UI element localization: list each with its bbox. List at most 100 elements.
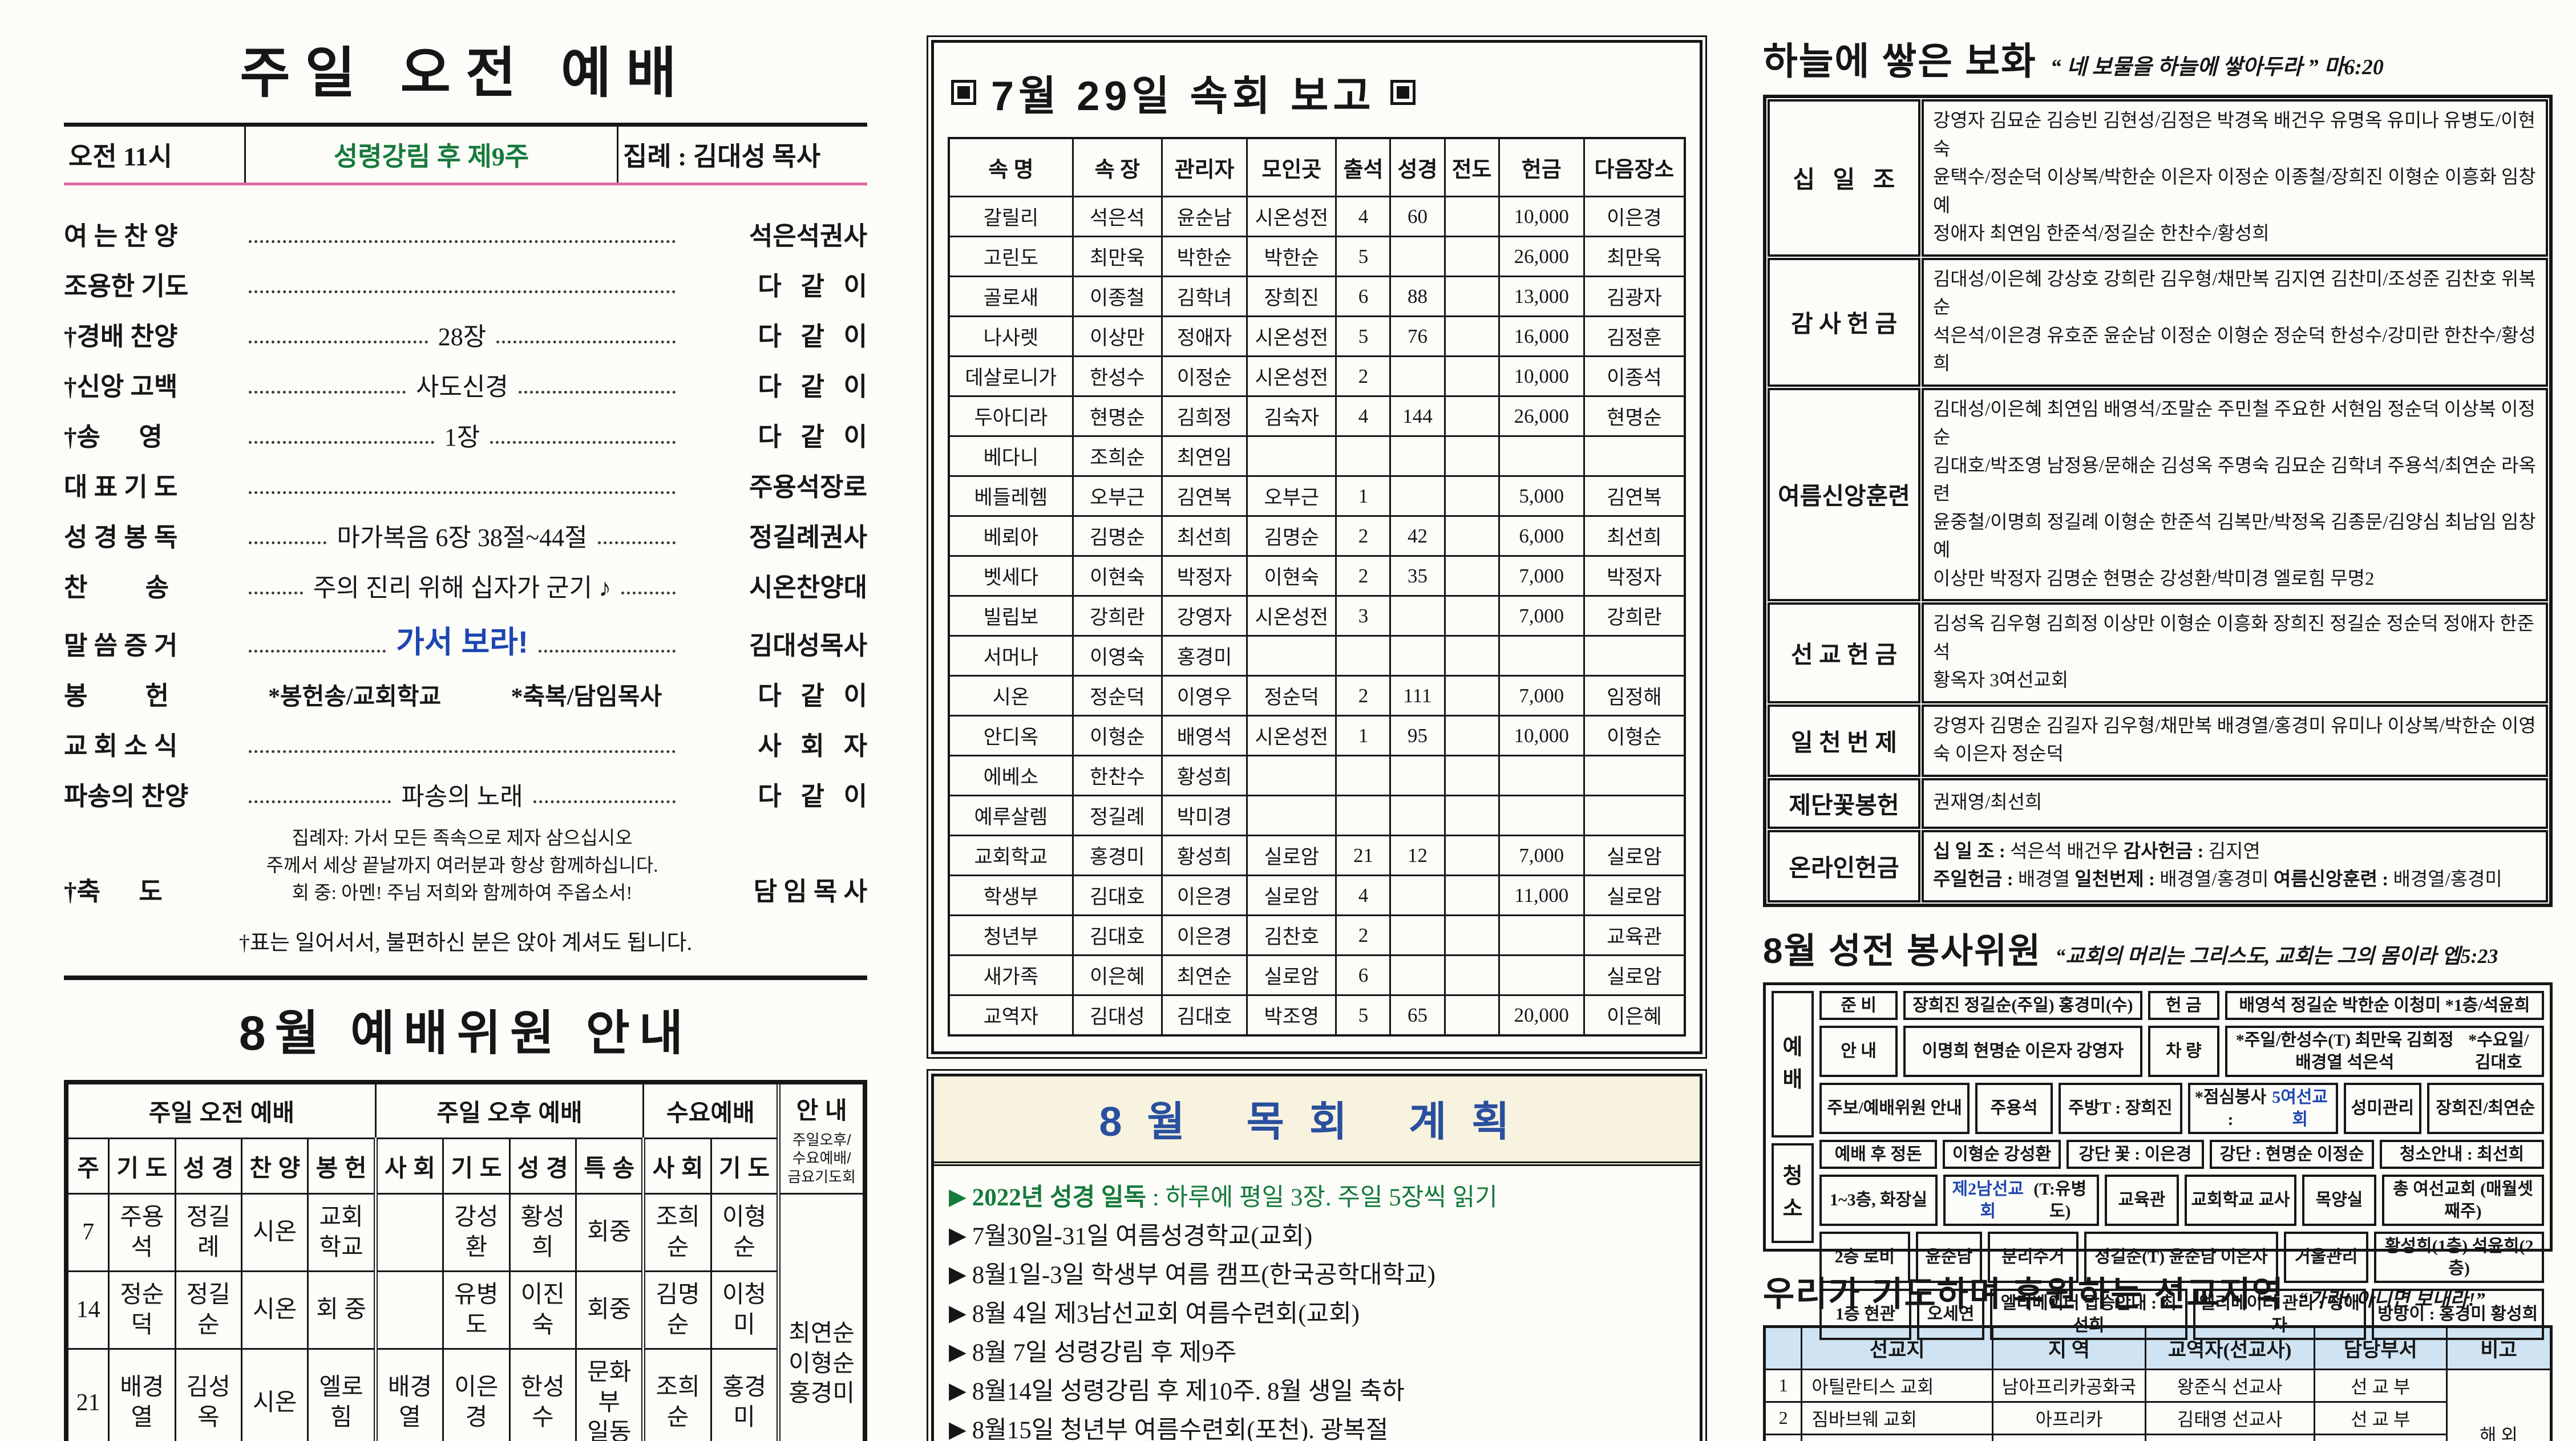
table-cell: 42 <box>1389 515 1446 557</box>
table-cell: 이진숙 <box>508 1270 577 1350</box>
table-cell <box>1443 435 1500 477</box>
table-cell <box>1443 954 1500 996</box>
table-cell: 교역자 <box>948 994 1074 1037</box>
table-cell: 조희순 <box>641 1193 712 1273</box>
table-cell <box>1389 595 1446 637</box>
table-row: 빌립보 강희란 강영자 시온성전 3 7,000 강희란 <box>948 595 1686 637</box>
table-cell: 5 <box>1335 994 1392 1037</box>
column-header: 특 송 <box>575 1138 645 1195</box>
table-cell: 김학녀 <box>1160 276 1248 317</box>
table-cell <box>1498 635 1585 677</box>
order-item-label: 찬 송 <box>64 573 169 602</box>
table-cell: 1 <box>1335 715 1392 756</box>
table-cell: 4 <box>1335 196 1392 237</box>
plan-item-text: 8월14일 성령강림 후 제10주. 8월 생일 축하 <box>972 1378 1405 1406</box>
table-cell <box>1389 435 1446 477</box>
table-cell: 엘로힘 <box>307 1348 377 1441</box>
table-cell: 최만욱 <box>1071 236 1163 277</box>
table-cell: 갈릴리 <box>948 196 1074 237</box>
service-cell: 총 여선교회 (매월셋째주) <box>2382 1174 2544 1226</box>
column-header: 교역자(선교사) <box>2144 1325 2315 1370</box>
dotted-leader <box>249 290 676 293</box>
order-item-detail: 집례자: 가서 모든 족속으로 제자 삼으십시오 주께서 세상 끝날까지 여러분과… <box>245 825 679 908</box>
column-header: 전도 <box>1443 137 1500 197</box>
table-cell: 4 <box>1335 395 1392 437</box>
order-item: †신앙 고백 사도신경 다 같 이 <box>64 366 867 403</box>
table-cell: 박한순 <box>1246 236 1337 277</box>
table-cell: 10,000 <box>1498 715 1585 756</box>
plan-item-text: 7월30일-31일 여름성경학교(교회) <box>972 1223 1313 1250</box>
cell-line: 김대성/이은혜 강상호 강희란 김우형/채만복 김지연 김찬미/조성준 김찬호 … <box>1933 269 2536 318</box>
service-row: 2층 로비 윤순남 분리수거 정길순(T) 윤순남 이은자 거울관리 황성희(1층) 석윤… <box>1819 1231 2544 1283</box>
cell-line: 강영자 김명순 김길자 김우형/채만복 배경열/홍경미 유미나 이상복/박한순 … <box>1933 715 2536 765</box>
table-cell <box>1583 635 1686 677</box>
cell-line: 십 일 조 : 석은석 배건우 감사헌금 : 김지연 <box>1933 838 2537 867</box>
cell-line: 정애자 최연임 한준석/정길순 한찬수/황성희 <box>1933 224 2270 244</box>
column-header: 출석 <box>1335 137 1392 197</box>
order-item: 찬 송 주의 진리 위해 십자가 군기 ♪ 시온찬양대 <box>64 566 867 604</box>
table-cell: 시온성전 <box>1246 315 1337 357</box>
order-item: 대 표 기 도 주용석장로 <box>64 466 867 503</box>
order-item: 여 는 찬 양 석은석권사 <box>64 215 867 252</box>
order-item: 성 경 봉 독 마가복음 6장 38절~44절 정길례권사 <box>64 516 867 553</box>
table-cell: 정순덕 <box>1246 675 1337 717</box>
order-item-person: 석은석권사 <box>749 222 867 250</box>
table-cell: 박정자 <box>1583 555 1686 597</box>
table-cell: 홍경미 <box>710 1348 780 1441</box>
table-cell: 이은경 <box>442 1348 511 1441</box>
table-cell: 최선희 <box>1160 515 1248 557</box>
announce-header-label: 안 내 <box>796 1096 847 1124</box>
service-cell: 성미관리 <box>2343 1082 2421 1134</box>
table-cell <box>1583 755 1686 796</box>
table-cell: 짐바브웨 교회 <box>1801 1400 1994 1435</box>
table-row: 데살로니가 한성수 이정순 시온성전 2 10,000 이종석 <box>948 355 1686 397</box>
committee-title: 8월 예배위원 안내 <box>238 1006 693 1060</box>
order-item-detail: 사도신경 <box>416 373 508 401</box>
table-cell: 7,000 <box>1498 555 1585 597</box>
offering-label: 여름신앙훈련 <box>1768 387 1920 601</box>
cell-line: 김대성/이은혜 최연임 배영석/조말순 주민철 주요한 서현임 정순덕 이상복 … <box>1933 399 2535 448</box>
service-row: 안 내 이명희 현명순 이은자 강영자 차 량 *주일/한성수(T) 최만욱 김희정 … <box>1819 1025 2544 1077</box>
order-item-person: 다 같 이 <box>758 423 868 451</box>
table-cell: 정길례 <box>1071 795 1163 836</box>
text-segment: 일천번제 : <box>2074 869 2160 890</box>
treasure-heading: 하늘에 쌓은 보화 “ 네 보물을 하늘에 쌓아두라 ” 마6:20 <box>1763 31 2553 86</box>
service-cell: 강단 : 현명순 이정순 <box>2210 1139 2375 1169</box>
table-cell: 황성희 <box>1160 755 1248 796</box>
table-cell <box>1443 315 1500 357</box>
service-verse: “교회의 머리는 그리스도, 교회는 그의 몸이라 엡5:23 <box>2055 944 2498 968</box>
table-cell: 2 <box>1335 555 1392 597</box>
table-cell: 21 <box>65 1348 110 1441</box>
order-item-person: 다 같 이 <box>758 373 868 401</box>
table-row: 베뢰아 김명순 최선희 김명순 2 42 6,000 최선희 <box>948 515 1686 557</box>
table-cell <box>1389 635 1446 677</box>
order-item: 봉 헌 *봉헌송/교회학교 *축복/담임목사 다 같 이 <box>64 675 867 712</box>
table-cell <box>1498 795 1585 836</box>
table-cell: 13,000 <box>1498 276 1585 317</box>
dotted-leader <box>538 649 676 653</box>
standing-note: †표는 일어서서, 불편하신 분은 앉아 계셔도 됩니다. <box>238 930 693 955</box>
table-cell: 왕준식 선교사 <box>2144 1368 2315 1403</box>
table-cell: 최연임 <box>1160 435 1248 477</box>
table-cell: 베뢰아 <box>948 515 1074 557</box>
cell-line: 석은석/이은경 유호준 윤순남 이정순 이형순 정순덕 한성수/강미란 한찬수/… <box>1933 325 2536 375</box>
table-cell: 김태영 선교사 <box>2144 1400 2315 1435</box>
service-cell: 준 비 <box>1819 990 1898 1020</box>
table-row: 골로새 이종철 김학녀 장희진 6 88 13,000 김광자 <box>948 276 1686 317</box>
table-cell: 이정순 <box>1160 355 1248 397</box>
table-row: 벳세다 이현숙 박정자 이현숙 2 35 7,000 박정자 <box>948 555 1686 597</box>
mission-title: 우리가 기도하며 후원하는 선교지역 <box>1763 1274 2285 1313</box>
presider-label: 집례 : 김대성 목사 <box>623 142 821 171</box>
column-header: 모인곳 <box>1246 137 1337 197</box>
table-cell: 박조영 <box>1246 994 1337 1037</box>
table-row: 갈릴리 석은석 윤순남 시온성전 4 60 10,000 이은경 <box>948 196 1686 237</box>
table-cell <box>1443 236 1500 277</box>
cell-line: 주일헌금 : 배경열 일천번제 : 배경열/홍경미 여름신앙훈련 : 배경열/홍… <box>1933 866 2537 894</box>
order-item-label: 교 회 소 식 <box>64 732 178 760</box>
plan-item-text: 2022년 성경 일독 : 하루에 평일 3장. 주일 5장씩 읽기 <box>972 1182 1498 1213</box>
service-cell: 오세연 <box>1917 1288 1985 1340</box>
table-cell <box>1443 276 1500 317</box>
order-item-label: †신앙 고백 <box>64 373 178 401</box>
